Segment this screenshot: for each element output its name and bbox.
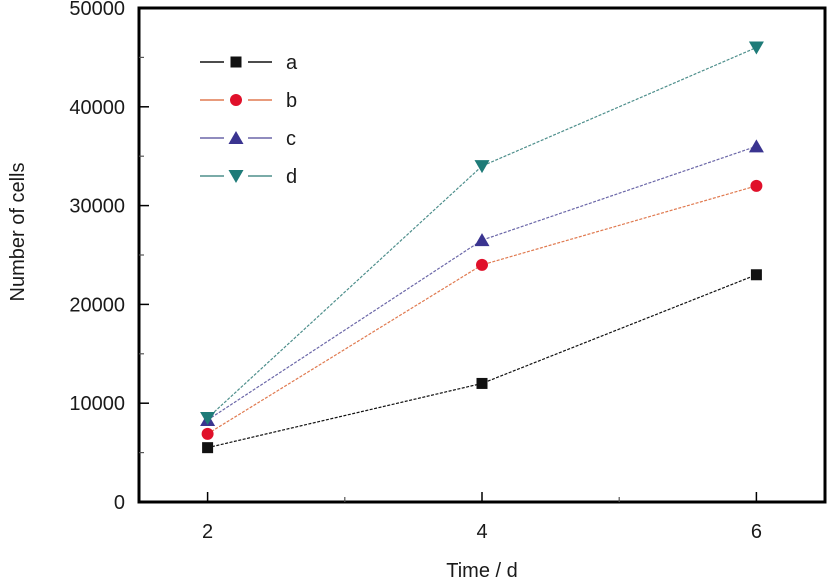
data-point-b [476,258,488,271]
data-point-c [748,139,764,153]
series-line-a [207,274,757,449]
legend-label: c [286,128,296,150]
data-point-c [474,233,490,247]
series-line-b [207,185,757,435]
y-tick-label: 10000 [69,393,125,415]
axes: 0 10000 20000 30000 40000 50000 2 4 6 [69,0,827,543]
series-b [201,179,763,440]
legend-label: d [286,166,297,188]
data-point-d [200,412,216,426]
series-d [200,41,764,426]
legend-marker-d [228,170,244,183]
data-point-b [750,179,763,192]
data-point-a [202,442,214,454]
y-tick-label: 30000 [69,196,125,218]
x-tick-label: 4 [476,521,487,543]
legend-item-d: d [200,166,297,188]
legend-item-b: b [200,90,297,112]
y-tick-label: 50000 [69,0,125,20]
data-point-d [748,41,764,55]
legend-label: a [286,52,298,74]
legend-item-c: c [200,128,296,150]
series-layer [200,41,764,454]
legend-label: b [286,90,297,112]
series-line-d [207,46,757,419]
legend-marker-b [230,94,242,106]
legend-item-a: a [200,52,298,74]
y-tick-label: 0 [114,492,125,514]
series-line-c [207,145,757,421]
x-tick-label: 6 [751,521,762,543]
data-point-a [750,269,762,281]
y-tick-label: 40000 [69,97,125,119]
y-tick-label: 20000 [69,294,125,316]
legend-marker-a [230,56,242,68]
x-tick-label: 2 [202,521,213,543]
data-point-a [476,377,488,389]
plot-frame [137,6,827,504]
legend-marker-c [228,131,244,144]
series-a [202,269,762,454]
data-point-d [474,160,490,174]
x-axis-title: Time / d [446,560,518,582]
y-axis-title: Number of cells [7,163,29,302]
data-point-b [201,427,214,440]
